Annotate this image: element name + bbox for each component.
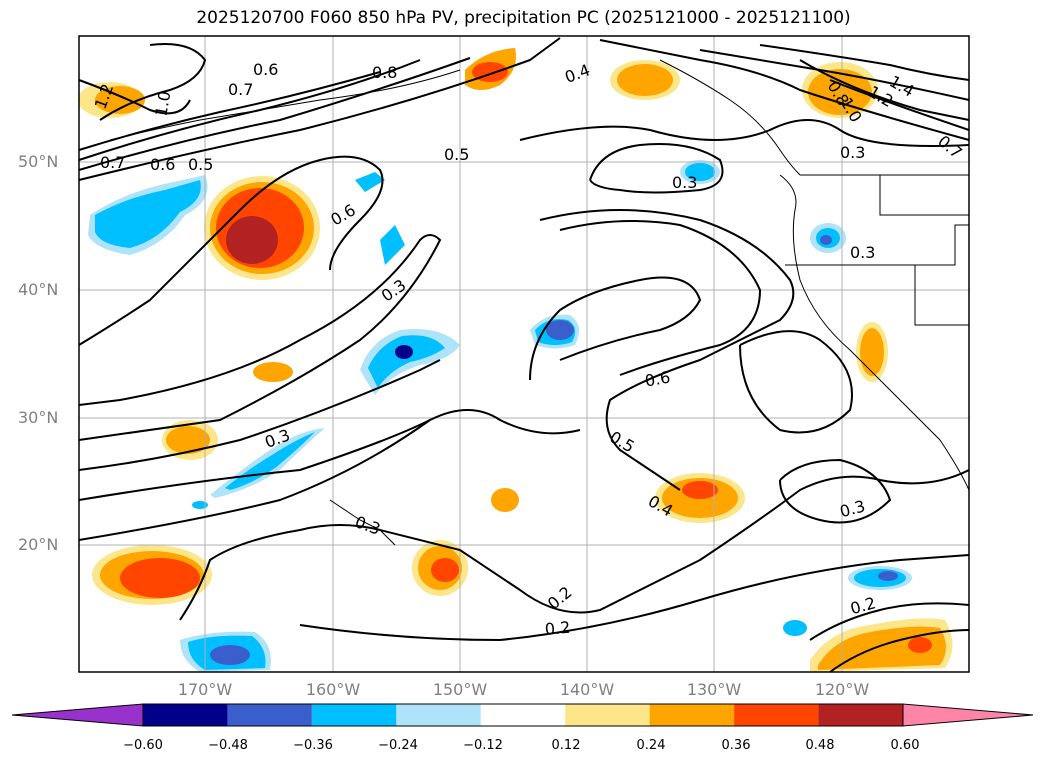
lon-label-140w: 140°W <box>559 680 615 699</box>
contour-label: 0.5 <box>444 145 469 164</box>
map-panel <box>78 35 970 673</box>
colorbar-tick: 0.24 <box>636 738 666 753</box>
contour-label: 0.2 <box>544 618 571 639</box>
contour-label: 1.0 <box>151 89 174 117</box>
colorbar-segment <box>818 704 903 726</box>
lon-label-170w: 170°W <box>177 680 233 699</box>
colorbar-tick: −0.48 <box>208 738 248 753</box>
colorbar-segment <box>480 704 566 726</box>
gridlines <box>79 36 969 672</box>
colorbar-segment <box>311 704 397 726</box>
colorbar-tick: 0.12 <box>551 738 581 753</box>
pv-contours <box>78 37 970 673</box>
contour-label: 0.6 <box>150 155 175 174</box>
contour-label: 0.7 <box>100 153 125 172</box>
lat-label-50n: 50°N <box>18 152 59 171</box>
lon-label-160w: 160°W <box>305 680 361 699</box>
colorbar <box>11 703 1034 727</box>
colorbar-segment <box>396 704 481 726</box>
contour-label: 0.3 <box>840 143 865 162</box>
contour-label: 0.3 <box>672 173 697 192</box>
lat-label-40n: 40°N <box>18 280 59 299</box>
lon-label-150w: 150°W <box>432 680 488 699</box>
colorbar-tick: −0.60 <box>123 738 163 753</box>
lon-label-120w: 120°W <box>814 680 870 699</box>
colorbar-outline <box>142 703 904 727</box>
colorbar-segment <box>734 704 819 726</box>
lat-label-30n: 30°N <box>18 408 59 427</box>
lat-label-20n: 20°N <box>18 535 59 554</box>
lon-label-130w: 130°W <box>686 680 742 699</box>
contour-label: 0.7 <box>228 80 253 99</box>
colorbar-segment <box>227 704 312 726</box>
colorbar-segment <box>565 704 650 726</box>
colorbar-tick: 0.48 <box>805 738 835 753</box>
colorbar-tick: 0.36 <box>721 738 751 753</box>
colorbar-tick: 0.60 <box>890 738 920 753</box>
contour-label: 0.6 <box>643 367 671 390</box>
colorbar-tick: −0.36 <box>293 738 333 753</box>
colorbar-tick: −0.24 <box>378 738 418 753</box>
contour-label: 0.5 <box>188 155 213 174</box>
colorbar-tick: −0.12 <box>463 738 503 753</box>
contour-label: 0.6 <box>253 60 278 79</box>
colorbar-segment <box>649 704 735 726</box>
colorbar-extend-min <box>11 703 144 727</box>
map-title: 2025120700 F060 850 hPa PV, precipitatio… <box>196 8 851 28</box>
contour-label: 0.8 <box>372 63 397 82</box>
contour-label: 0.3 <box>850 243 875 262</box>
colorbar-extend-max <box>902 703 1034 727</box>
colorbar-segment <box>143 704 228 726</box>
coastlines <box>109 59 970 546</box>
